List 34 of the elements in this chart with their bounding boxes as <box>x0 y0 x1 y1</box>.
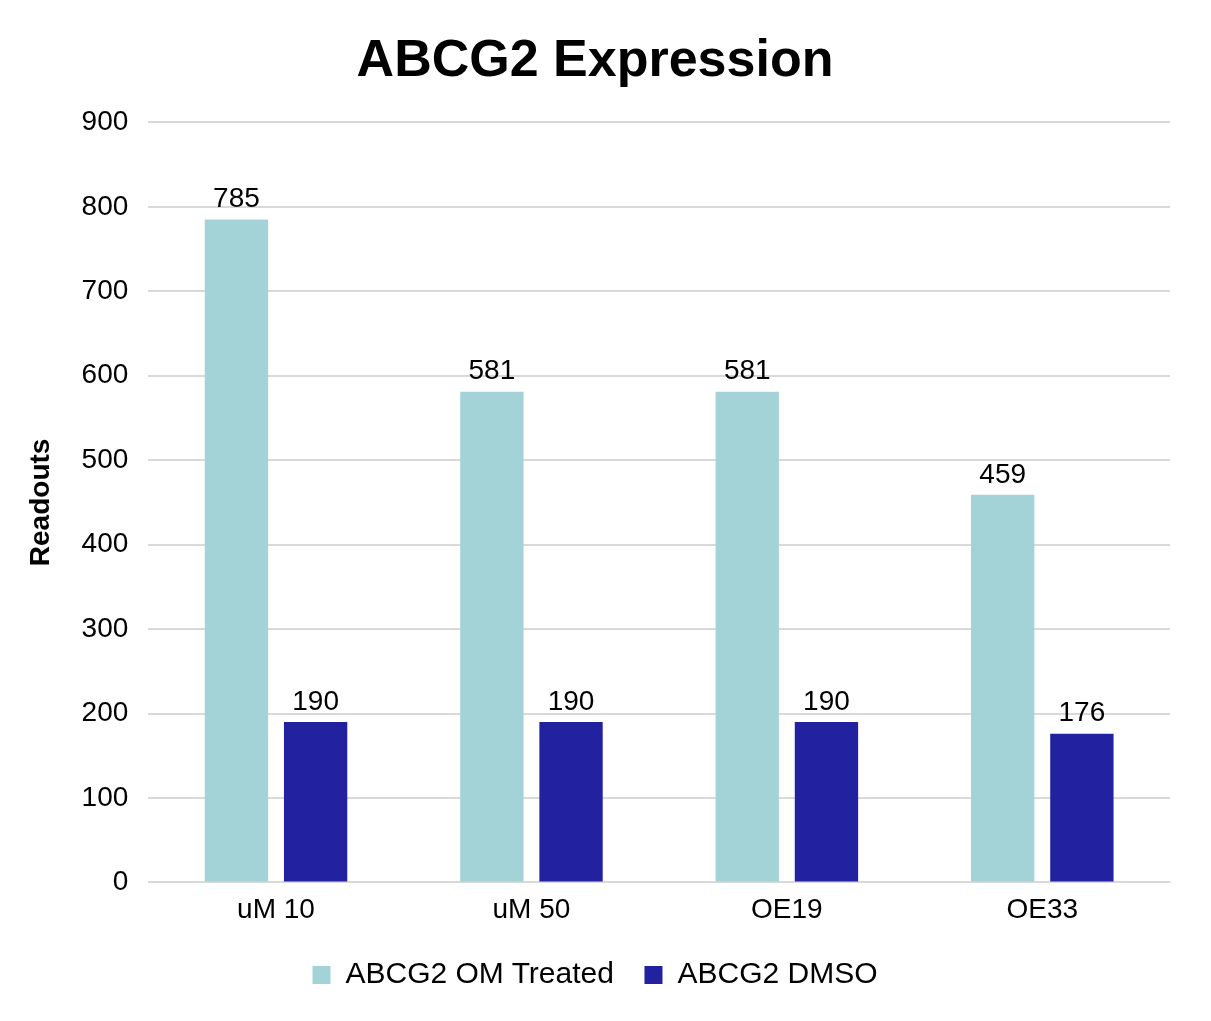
bar <box>715 391 779 882</box>
data-label: 785 <box>213 182 260 214</box>
legend-label: ABCG2 DMSO <box>677 956 878 990</box>
y-tick-label: 200 <box>81 696 129 728</box>
legend-label: ABCG2 OM Treated <box>345 956 614 990</box>
data-label: 176 <box>1058 696 1106 728</box>
x-tick-label: uM 50 <box>492 892 571 924</box>
y-tick-label: 0 <box>112 865 129 897</box>
data-label: 190 <box>803 684 850 716</box>
y-axis-title: Readouts <box>23 438 55 567</box>
y-tick-label: 500 <box>81 442 129 474</box>
bar <box>971 494 1035 882</box>
bar <box>283 721 348 882</box>
y-tick-label: 600 <box>81 358 129 390</box>
bar <box>460 391 524 882</box>
data-label: 581 <box>723 354 771 386</box>
bar <box>204 219 269 882</box>
data-label: 459 <box>979 457 1027 489</box>
y-tick-label: 900 <box>81 105 129 137</box>
x-tick-label: OE19 <box>751 892 823 924</box>
y-tick-label: 700 <box>81 274 129 306</box>
bar <box>1050 733 1114 882</box>
bar <box>539 721 603 882</box>
data-label: 581 <box>468 354 516 386</box>
bar <box>794 721 859 882</box>
x-tick-label: uM 10 <box>237 892 315 924</box>
y-tick-label: 800 <box>81 189 129 221</box>
y-tick-label: 400 <box>81 527 129 559</box>
y-tick-label: 300 <box>81 611 129 643</box>
x-tick-label: OE33 <box>1006 892 1079 924</box>
data-label: 190 <box>547 684 595 716</box>
y-tick-label: 100 <box>81 780 129 812</box>
data-label: 190 <box>292 684 339 716</box>
chart-title: ABCG2 Expression <box>356 28 834 87</box>
